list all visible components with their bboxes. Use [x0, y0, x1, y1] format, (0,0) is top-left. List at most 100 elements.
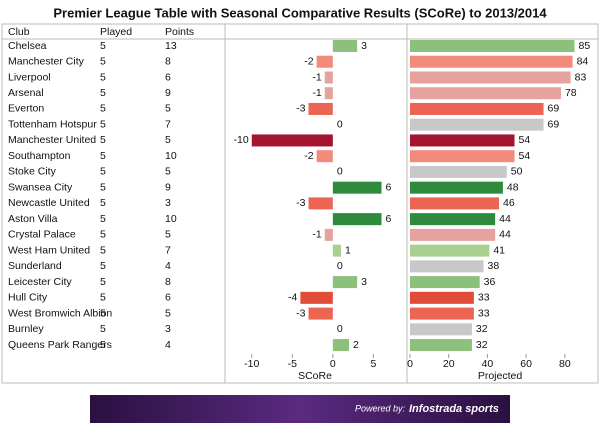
bar	[410, 40, 575, 52]
value-label: 44	[499, 213, 511, 225]
bar	[410, 71, 571, 84]
bar	[300, 291, 333, 304]
chart-title: Premier League Table with Seasonal Compa…	[53, 5, 547, 20]
value-label: 41	[493, 244, 505, 256]
bar	[410, 102, 544, 115]
value-label: 6	[385, 181, 391, 193]
value-label: 46	[503, 197, 515, 209]
bar	[332, 40, 358, 52]
bar	[332, 213, 382, 226]
value-label: -1	[312, 71, 321, 83]
value-label: 1	[345, 244, 351, 256]
bar	[308, 102, 333, 115]
value-label: -3	[296, 197, 305, 209]
points: 13	[165, 40, 177, 52]
points: 7	[165, 118, 171, 130]
value-label: -1	[312, 229, 321, 241]
value-label: 6	[385, 213, 391, 225]
value-label: 32	[476, 339, 488, 351]
points: 5	[165, 229, 171, 241]
club: West Ham United	[8, 244, 90, 256]
club: Hull City	[8, 292, 48, 304]
value-label: 33	[478, 307, 490, 319]
bar	[410, 181, 503, 194]
bar	[410, 87, 561, 100]
bar	[251, 134, 333, 147]
brand: Infostrada sports	[409, 403, 499, 415]
bar	[410, 291, 474, 304]
played: 5	[100, 103, 106, 115]
frame	[1, 23, 599, 384]
played: 5	[100, 56, 106, 68]
played: 5	[100, 197, 106, 209]
value-label: 2	[353, 339, 359, 351]
points: 3	[165, 197, 171, 209]
bar	[410, 228, 496, 241]
played: 5	[100, 244, 106, 256]
value-label: 54	[519, 150, 531, 162]
points: 6	[165, 292, 171, 304]
value-label: 0	[337, 166, 343, 178]
played: 5	[100, 71, 106, 83]
value-label: 3	[361, 40, 367, 52]
value-label: 83	[575, 71, 587, 83]
bar	[316, 55, 333, 68]
played: 5	[100, 181, 106, 193]
club: Sunderland	[8, 260, 62, 272]
x-tick-label: 40	[482, 358, 494, 370]
bar	[332, 244, 341, 257]
bar	[316, 150, 333, 163]
x-tick-label: 60	[520, 358, 532, 370]
axis-title: SCoRe	[298, 370, 332, 382]
points: 5	[165, 166, 171, 178]
points: 9	[165, 87, 171, 99]
played: 5	[100, 323, 106, 335]
value-label: 54	[519, 134, 531, 146]
bar	[332, 181, 382, 194]
value-label: 33	[478, 292, 490, 304]
club: Burnley	[8, 323, 44, 335]
bar	[410, 307, 474, 320]
club: Arsenal	[8, 87, 44, 99]
value-label: 0	[337, 260, 343, 272]
header: Points	[165, 26, 194, 38]
powered-by: Powered by:	[355, 403, 406, 413]
points: 9	[165, 181, 171, 193]
club: Queens Park Rangers	[8, 339, 112, 351]
points: 6	[165, 71, 171, 83]
value-label: 78	[565, 87, 577, 99]
x-tick-label: 0	[330, 358, 336, 370]
points: 10	[165, 213, 177, 225]
bar	[308, 307, 333, 320]
value-label: 69	[548, 118, 560, 130]
club: Manchester United	[8, 134, 96, 146]
club: Tottenham Hotspur	[8, 118, 97, 130]
bar	[324, 71, 333, 84]
value-label: 36	[484, 276, 496, 288]
played: 5	[100, 292, 106, 304]
value-label: 84	[577, 56, 589, 68]
bar	[308, 197, 333, 210]
played: 5	[100, 339, 106, 351]
value-label: 44	[499, 229, 511, 241]
axis-title: Projected	[478, 370, 523, 382]
club: Aston Villa	[8, 213, 58, 225]
header: Played	[100, 26, 132, 38]
value-label: 3	[361, 276, 367, 288]
bar	[324, 228, 333, 241]
club: Southampton	[8, 150, 71, 162]
footer-banner	[90, 395, 510, 423]
x-tick-label: -5	[288, 358, 297, 370]
played: 5	[100, 307, 106, 319]
played: 5	[100, 276, 106, 288]
bar	[410, 134, 515, 147]
bar	[410, 197, 500, 210]
points: 7	[165, 244, 171, 256]
bar	[410, 339, 472, 352]
points: 5	[165, 134, 171, 146]
points: 8	[165, 276, 171, 288]
club: Swansea City	[8, 181, 73, 193]
club: Newcastle United	[8, 197, 90, 209]
bar	[410, 260, 484, 273]
